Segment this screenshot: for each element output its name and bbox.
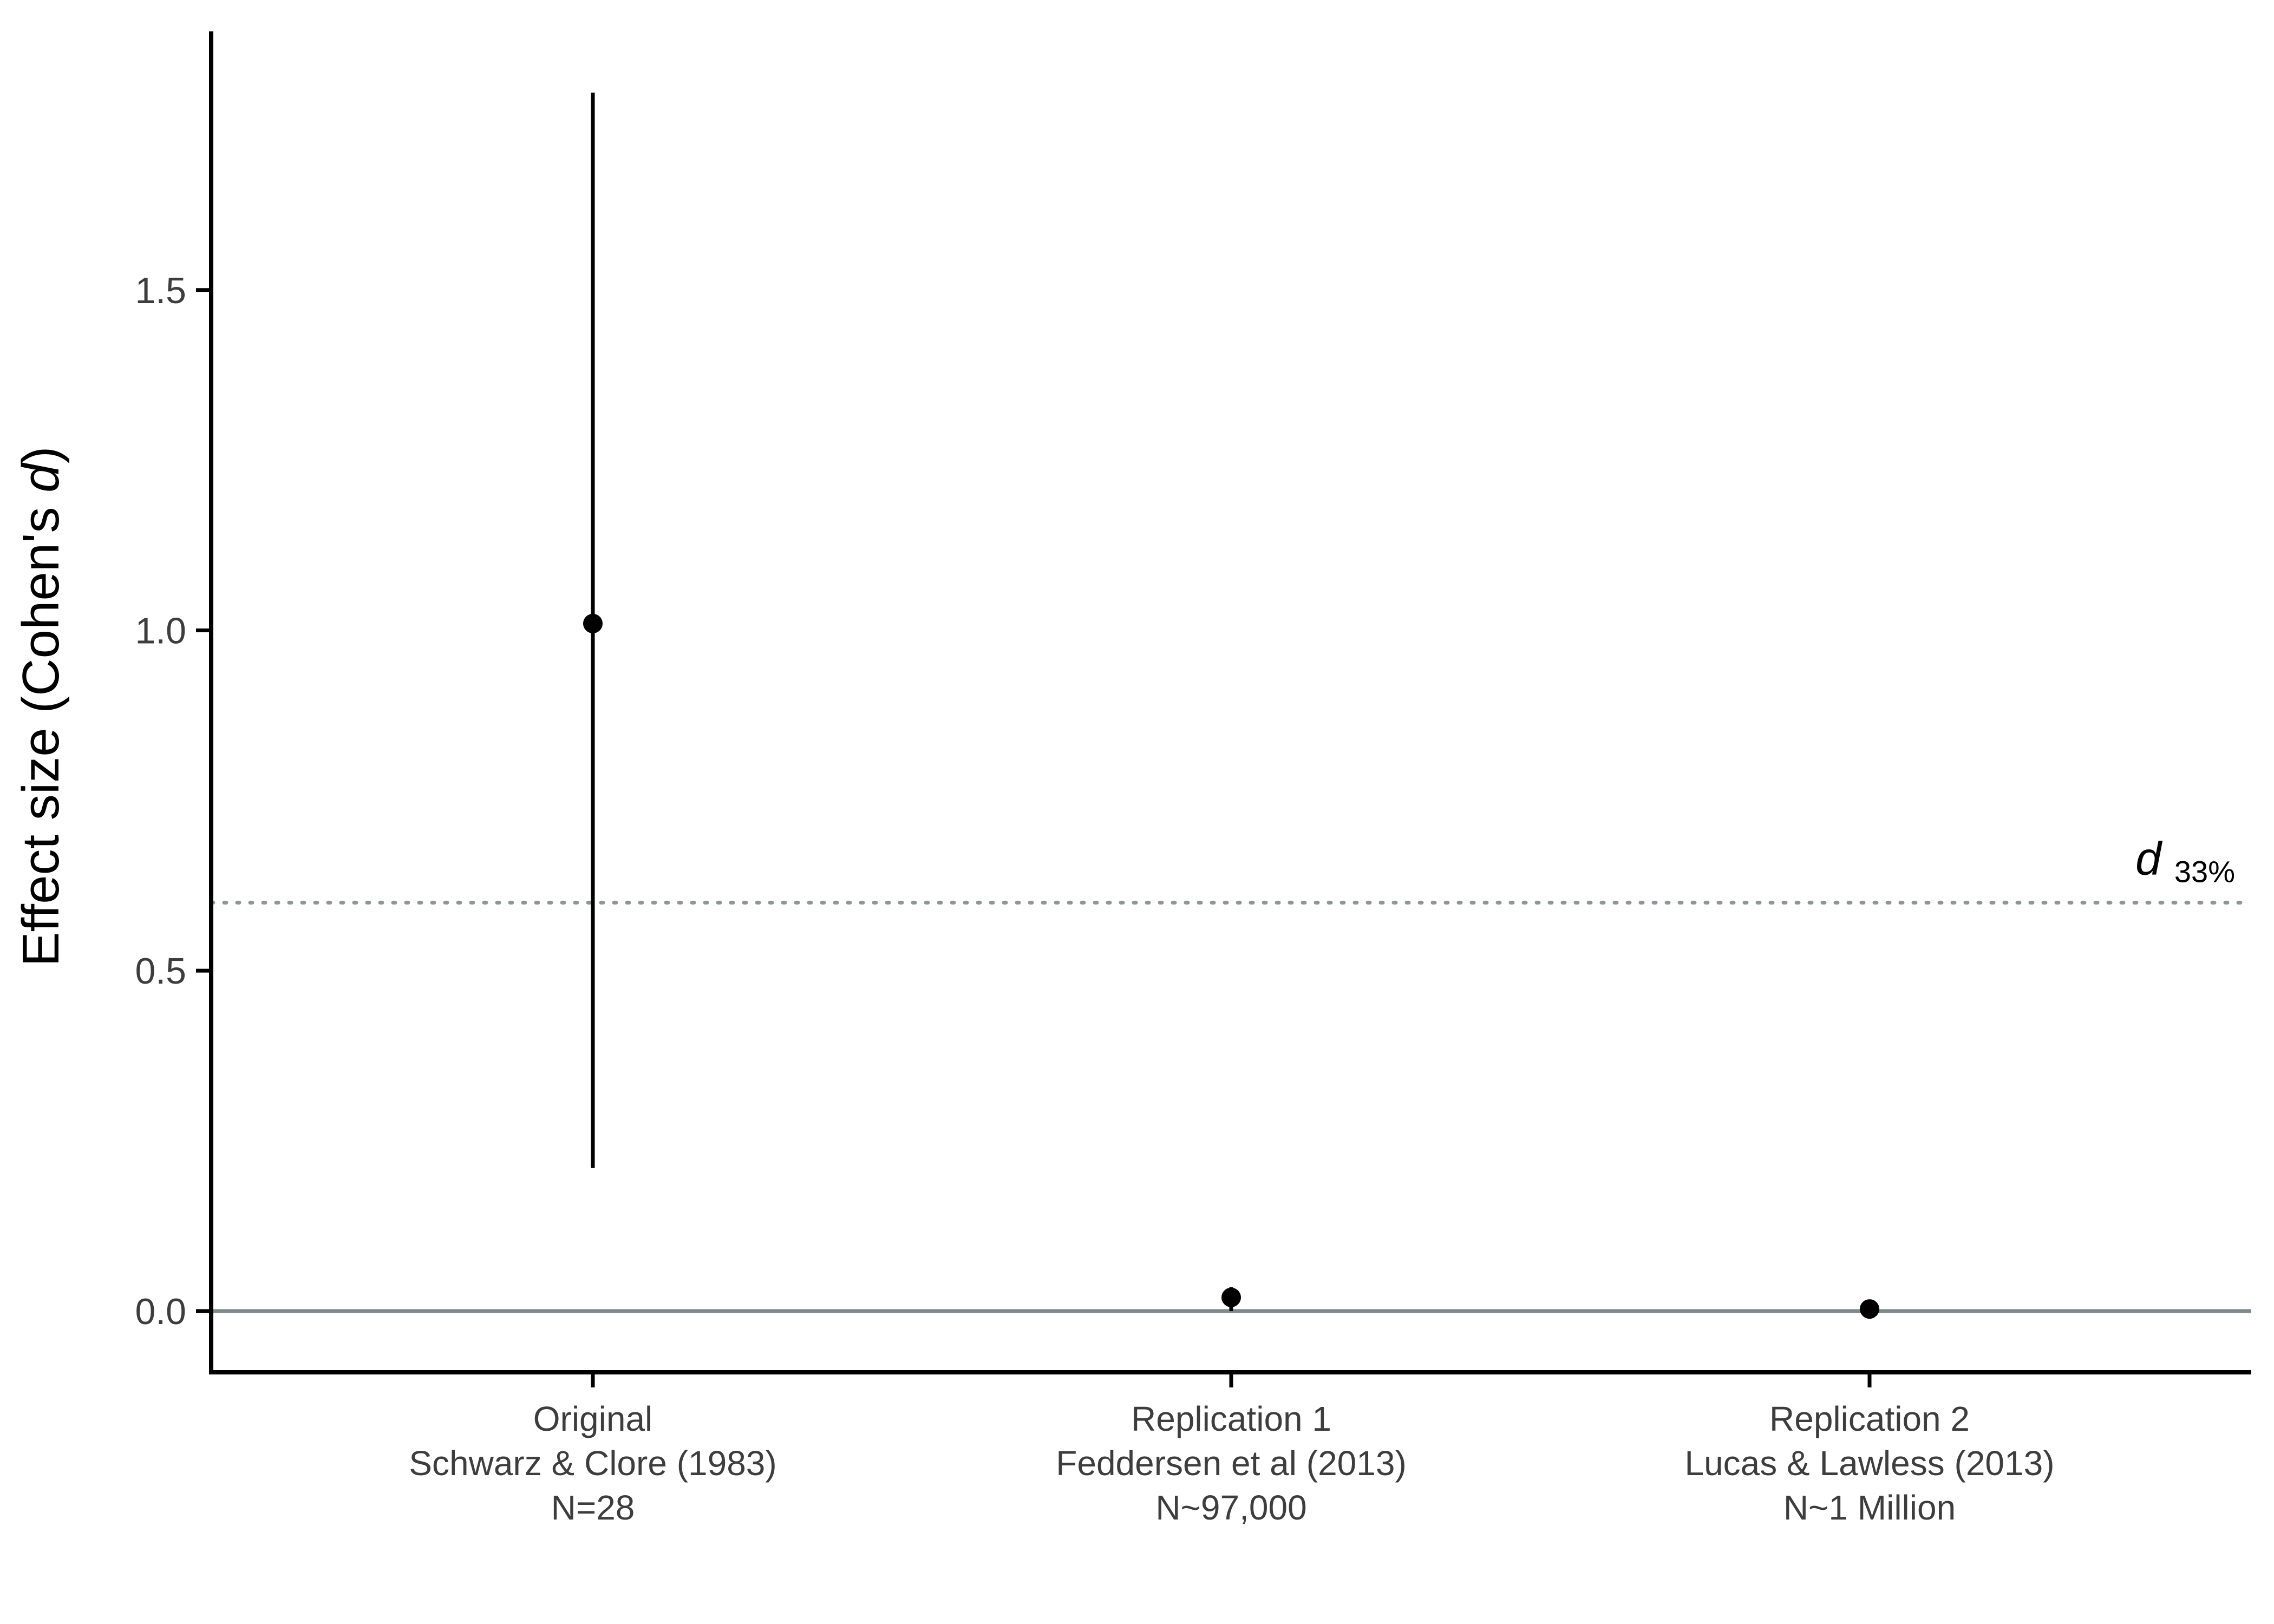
y-title-prefix: Effect size (Cohen's <box>12 493 70 967</box>
axes <box>196 31 2251 1387</box>
y-tick-label: 1.0 <box>135 610 186 651</box>
d33-reference-label: d 33% <box>2135 833 2235 888</box>
y-axis-title: Effect size (Cohen's d) <box>12 447 70 967</box>
estimate-point-2 <box>1221 1287 1241 1307</box>
x-category-line: Replication 1 <box>1131 1399 1331 1438</box>
x-category-line: Feddersen et al (2013) <box>1056 1444 1407 1483</box>
estimate-point-1 <box>583 613 603 633</box>
data-marks <box>583 93 1879 1319</box>
y-tick-label: 0.5 <box>135 951 186 992</box>
y-tick-label: 0.0 <box>135 1291 186 1332</box>
tick-labels: 0.0 0.5 1.0 1.5 Original Schwarz & Clore (198… <box>135 270 2054 1527</box>
x-category-line: Schwarz & Clore (1983) <box>409 1444 776 1483</box>
reference-lines <box>209 900 2253 1313</box>
x-category-line: Lucas & Lawless (2013) <box>1684 1444 2054 1483</box>
x-category-label-2: Replication 1 Feddersen et al (2013) N~97,… <box>1056 1399 1407 1527</box>
d33-label-main: d <box>2135 833 2174 885</box>
y-tick-label: 1.5 <box>135 270 186 311</box>
d33-label-subscript: 33% <box>2174 854 2235 888</box>
estimate-point-3 <box>1860 1299 1879 1319</box>
x-category-line: N=28 <box>551 1488 635 1527</box>
x-category-line: Original <box>533 1399 653 1438</box>
x-category-line: Replication 2 <box>1769 1399 1970 1438</box>
x-category-label-3: Replication 2 Lucas & Lawless (2013) N~1 M… <box>1684 1399 2054 1527</box>
y-title-italic: d <box>12 462 70 493</box>
x-category-line: N~97,000 <box>1155 1488 1306 1527</box>
y-title-suffix: ) <box>12 447 70 464</box>
x-category-label-1: Original Schwarz & Clore (1983) N=28 <box>409 1399 776 1527</box>
x-category-line: N~1 Million <box>1783 1488 1956 1527</box>
